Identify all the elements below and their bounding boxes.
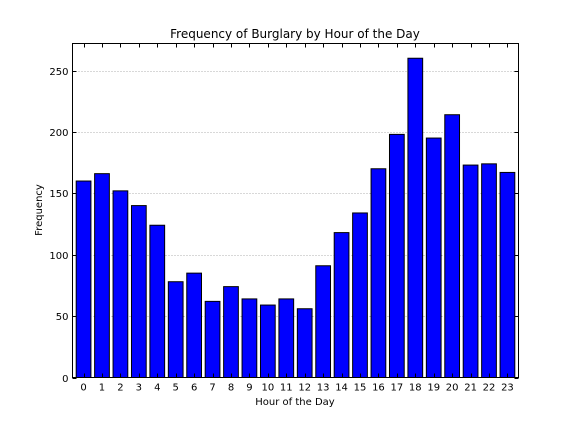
x-tick-label: 2 <box>117 383 123 394</box>
plot-frame <box>72 43 519 378</box>
x-tick-label: 21 <box>464 383 477 394</box>
bar-hour-22 <box>481 163 497 378</box>
bar-hour-4 <box>149 224 166 378</box>
x-tick-label: 11 <box>280 383 293 394</box>
y-tick-label: 150 <box>49 189 68 200</box>
y-tick-label: 50 <box>56 312 69 323</box>
x-tick-label: 1 <box>99 383 105 394</box>
chart-title: Frequency of Burglary by Hour of the Day <box>170 27 420 41</box>
bar-hour-10 <box>259 304 276 378</box>
gridlines <box>72 71 519 317</box>
x-tick-label: 0 <box>80 383 86 394</box>
x-tick-label: 13 <box>317 383 330 394</box>
bar-hour-15 <box>352 212 368 378</box>
bar-hour-6 <box>186 272 202 379</box>
x-tick-label: 20 <box>446 383 459 394</box>
bar-hour-16 <box>370 168 387 378</box>
bar-hour-2 <box>112 190 129 378</box>
x-tick-label: 8 <box>228 383 234 394</box>
bar-hour-13 <box>315 265 332 379</box>
y-axis-label: Frequency <box>34 184 45 236</box>
x-tick-label: 12 <box>298 383 311 394</box>
bar-hour-17 <box>388 133 405 378</box>
bar-hour-19 <box>425 137 442 378</box>
y-tick-label: 100 <box>49 251 68 262</box>
bar-hour-8 <box>223 286 239 379</box>
bars <box>75 57 516 379</box>
x-tick-label: 3 <box>136 383 142 394</box>
bar-hour-12 <box>296 308 313 378</box>
x-tick-label: 14 <box>335 383 348 394</box>
y-tick-label: 250 <box>49 67 68 78</box>
bar-hour-14 <box>333 232 350 378</box>
x-tick-label: 6 <box>191 383 197 394</box>
bar-hour-21 <box>462 164 479 378</box>
bar-hour-23 <box>499 171 516 378</box>
bar-hour-5 <box>167 281 184 378</box>
x-axis-label: Hour of the Day <box>255 397 335 408</box>
y-tick-label: 0 <box>62 374 68 385</box>
bar-hour-3 <box>130 205 147 378</box>
ticks <box>72 43 519 379</box>
bar-hour-11 <box>278 298 295 378</box>
bar-hour-9 <box>241 298 258 378</box>
x-tick-label: 5 <box>173 383 179 394</box>
bar-hour-18 <box>407 57 424 379</box>
bar-hour-1 <box>94 173 110 378</box>
y-tick-label: 200 <box>49 128 68 139</box>
x-tick-label: 16 <box>372 383 385 394</box>
x-tick-label: 17 <box>390 383 403 394</box>
x-tick-label: 23 <box>501 383 514 394</box>
x-tick-label: 4 <box>154 383 160 394</box>
bar-hour-20 <box>444 114 461 378</box>
x-tick-label: 10 <box>261 383 274 394</box>
x-tick-label: 9 <box>246 383 252 394</box>
x-tick-label: 18 <box>409 383 422 394</box>
bar-hour-7 <box>204 300 221 378</box>
x-tick-label: 7 <box>209 383 215 394</box>
x-tick-label: 19 <box>427 383 440 394</box>
x-tick-label: 15 <box>354 383 367 394</box>
bar-hour-0 <box>75 180 92 378</box>
x-tick-label: 22 <box>483 383 496 394</box>
